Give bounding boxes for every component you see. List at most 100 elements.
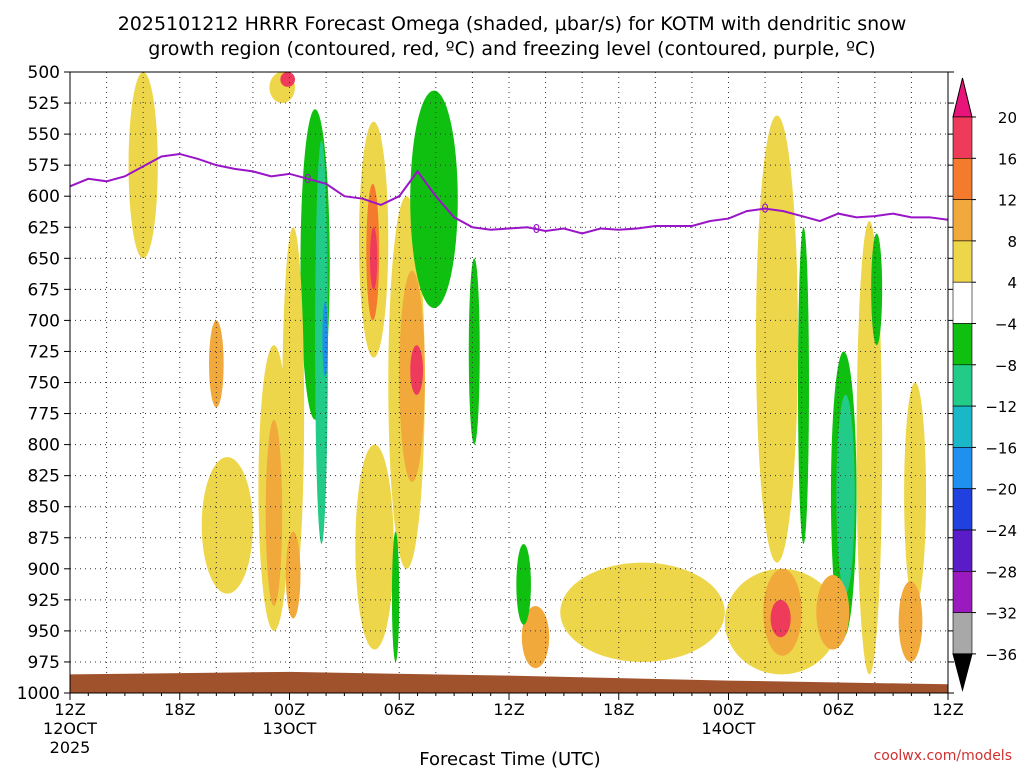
colorbar-label: −32 [985, 605, 1017, 623]
y-tick-label: 500 [28, 63, 60, 83]
x-tick-date: 14OCT [702, 719, 756, 738]
freezing-level-label: 0 [761, 202, 769, 216]
y-tick-label: 625 [28, 218, 60, 238]
omega-feature-28 [770, 599, 791, 638]
colorbar-label: −8 [995, 357, 1017, 375]
y-tick-label: 725 [28, 342, 60, 362]
y-tick-label: 900 [28, 560, 60, 580]
colorbar-segment [952, 612, 973, 655]
y-tick-label: 925 [28, 591, 60, 611]
omega-feature-17 [391, 531, 400, 662]
omega-feature-35 [904, 382, 927, 607]
omega-feature-19 [410, 345, 424, 395]
x-axis-label: Forecast Time (UTC) [419, 749, 600, 768]
colorbar-segment [952, 405, 973, 448]
omega-feature-21 [468, 258, 480, 445]
x-tick-date: 12OCT [43, 719, 97, 738]
colorbar-segment [952, 116, 973, 159]
omega-feature-2 [201, 457, 253, 594]
omega-feature-0 [128, 71, 158, 259]
colorbar-segment [952, 240, 973, 283]
y-tick-label: 550 [28, 125, 60, 145]
x-tick-date: 13OCT [263, 719, 317, 738]
y-tick-label: 950 [28, 622, 60, 642]
omega-feature-15 [355, 444, 394, 650]
freezing-level-label: 0 [533, 222, 541, 236]
colorbar-label: 8 [1007, 233, 1017, 251]
colorbar-label: −4 [995, 316, 1017, 334]
site-credit: coolwx.com/models [874, 748, 1012, 764]
x-tick-label: 06Z [823, 700, 854, 719]
omega-feature-6 [280, 72, 295, 87]
colorbar-label: −12 [985, 398, 1017, 416]
omega-feature-7 [282, 227, 305, 594]
colorbar-segment [952, 488, 973, 531]
x-tick-label: 18Z [603, 700, 634, 719]
x-tick-label: 00Z [713, 700, 744, 719]
omega-feature-22 [516, 543, 531, 625]
freezing-level-layer: 0 0 0 [69, 152, 949, 236]
omega-feature-30 [816, 575, 850, 650]
omega-feature-24 [560, 562, 725, 662]
colorbar-label: 4 [1007, 274, 1017, 292]
colorbar-segment [952, 447, 973, 489]
y-tick-label: 525 [28, 94, 60, 114]
omega-feature-8 [285, 531, 301, 619]
omega-feature-4 [265, 419, 283, 607]
colorbar-segment [952, 570, 973, 613]
omega-feature-23 [521, 606, 550, 669]
chart-title-line-1: 2025101212 HRRR Forecast Omega (shaded, … [118, 13, 907, 35]
freezing-level-label: 0 [304, 172, 312, 186]
omega-feature-1 [209, 320, 224, 408]
colorbar-label: 16 [998, 150, 1017, 168]
chart-title-line-2: growth region (contoured, red, ºC) and f… [148, 38, 875, 60]
colorbar-segment [952, 158, 973, 200]
x-tick-year: 2025 [50, 738, 91, 757]
colorbar-label: 20 [998, 109, 1017, 127]
x-tick-label: 18Z [164, 700, 195, 719]
omega-feature-20 [410, 90, 458, 308]
colorbar-label: 12 [998, 192, 1017, 210]
gridlines [70, 72, 948, 693]
colorbar-segment [952, 281, 973, 324]
y-tick-label: 750 [28, 374, 60, 394]
x-tick-label: 12Z [54, 700, 85, 719]
y-tick-label: 1000 [17, 684, 60, 704]
x-tick-label: 12Z [932, 700, 963, 719]
y-tick-label: 775 [28, 405, 60, 425]
colorbar-segment [952, 199, 973, 242]
colorbar-segment [952, 323, 973, 366]
omega-feature-29 [798, 227, 809, 544]
y-tick-label: 850 [28, 498, 60, 518]
omega-feature-26 [755, 115, 799, 563]
omega-shading-layer [128, 71, 927, 675]
colorbar-label: −36 [985, 646, 1017, 664]
colorbar-top-triangle [952, 77, 973, 118]
terrain-surface [70, 671, 948, 693]
y-tick-label: 875 [28, 529, 60, 549]
y-tick-label: 600 [28, 187, 60, 207]
colorbar-label: −24 [985, 522, 1017, 540]
colorbar-label: −16 [985, 439, 1017, 457]
y-tick-label: 650 [28, 249, 60, 269]
plot-area: 0 0 0 [69, 71, 949, 694]
x-tick-label: 12Z [493, 700, 524, 719]
colorbar-segment [952, 364, 973, 407]
y-tick-label: 575 [28, 156, 60, 176]
omega-feature-11 [322, 301, 328, 377]
omega-feature-32 [836, 394, 855, 594]
omega-feature-14 [369, 227, 378, 290]
colorbar-bottom-triangle [952, 653, 973, 692]
x-tick-label: 06Z [384, 700, 415, 719]
freezing-level-line [69, 152, 949, 235]
omega-feature-36 [898, 581, 923, 662]
colorbar-segment [952, 529, 973, 572]
terrain-layer [70, 671, 948, 693]
y-axis: 500 525 550 575 600 625 650 675 700 725 750 775 800 8… [17, 63, 954, 704]
y-tick-label: 975 [28, 653, 60, 673]
y-tick-label: 700 [28, 311, 60, 331]
omega-feature-34 [871, 233, 883, 346]
y-tick-label: 800 [28, 436, 60, 456]
